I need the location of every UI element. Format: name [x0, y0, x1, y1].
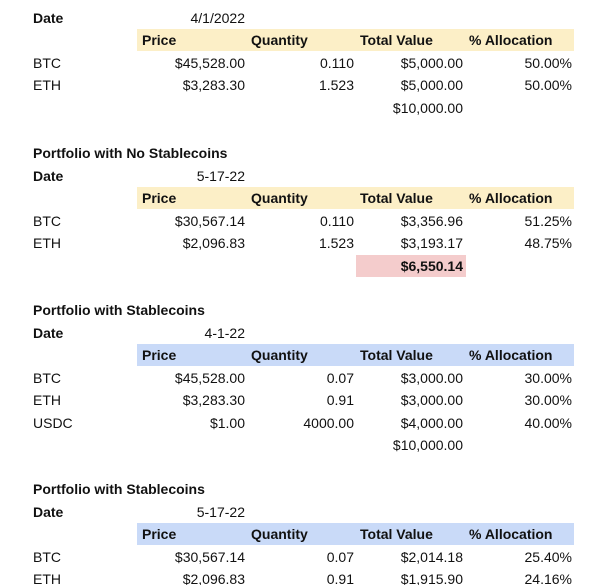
cell-value: 4000.00	[303, 414, 354, 431]
header-band	[137, 187, 574, 209]
cell-value: 0.07	[326, 548, 354, 565]
cell-value: 0.91	[326, 392, 354, 408]
column-header: Total Value	[360, 347, 433, 363]
date-value: 4/1/2022	[190, 9, 246, 26]
total-value: $6,550.14	[400, 257, 463, 274]
cell-value: $45,528.00	[174, 54, 245, 71]
cell-value: $5,000.00	[400, 54, 463, 71]
column-header: % Allocation	[469, 32, 553, 48]
column-header: % Allocation	[469, 526, 553, 542]
date-label: Date	[33, 167, 64, 184]
asset-label: USDC	[33, 414, 73, 431]
header-band	[137, 29, 574, 51]
cell-value: 1.523	[318, 235, 354, 251]
cell-value: $3,283.30	[182, 392, 245, 408]
section-title: Portfolio with No Stablecoins	[33, 0, 227, 5]
section-title: Portfolio with Stablecoins	[33, 481, 205, 497]
column-header: Total Value	[360, 190, 433, 206]
cell-value: $3,000.00	[400, 369, 463, 386]
cell-value: 30.00%	[524, 369, 572, 386]
cell-value: $3,000.00	[400, 392, 463, 408]
date-value: 5-17-22	[196, 503, 245, 520]
cell-value: $45,528.00	[174, 369, 245, 386]
column-header: Price	[142, 526, 177, 542]
asset-label: ETH	[33, 392, 61, 408]
header-band	[137, 523, 574, 545]
cell-value: $3,193.17	[400, 235, 463, 251]
cell-value: $2,096.83	[182, 571, 245, 585]
cell-value: 50.00%	[524, 54, 572, 71]
column-header: Price	[142, 347, 177, 363]
cell-value: 50.00%	[524, 77, 572, 93]
asset-label: BTC	[33, 212, 61, 229]
column-header: % Allocation	[469, 347, 553, 363]
column-header: Quantity	[251, 190, 308, 206]
cell-value: $2,096.83	[182, 235, 245, 251]
column-header: Price	[142, 32, 177, 48]
column-header: Price	[142, 190, 177, 206]
date-label: Date	[33, 324, 64, 341]
cell-value: 0.110	[320, 54, 354, 71]
header-band	[137, 344, 574, 366]
cell-value: $4,000.00	[400, 414, 463, 431]
cell-value: 25.40%	[524, 548, 572, 565]
date-label: Date	[33, 9, 64, 26]
cell-value: 0.07	[326, 369, 354, 386]
date-label: Date	[33, 503, 64, 520]
cell-value: $3,283.30	[182, 77, 245, 93]
column-header: % Allocation	[469, 190, 553, 206]
column-header: Total Value	[360, 526, 433, 542]
column-header: Total Value	[360, 32, 433, 48]
cell-value: 24.16%	[524, 571, 572, 585]
asset-label: ETH	[33, 235, 61, 251]
section-title: Portfolio with No Stablecoins	[33, 145, 228, 161]
total-value: $10,000.00	[392, 99, 463, 116]
cell-value: 0.91	[326, 571, 354, 585]
cell-value: 48.75%	[524, 235, 572, 251]
cell-value: $2,014.18	[400, 548, 463, 565]
column-header: Quantity	[251, 32, 308, 48]
cell-value: $5,000.00	[400, 77, 463, 93]
cell-value: 0.110	[320, 212, 354, 229]
column-header: Quantity	[251, 347, 308, 363]
date-value: 4-1-22	[204, 324, 245, 341]
asset-label: ETH	[33, 77, 61, 93]
column-header: Quantity	[251, 526, 308, 542]
date-value: 5-17-22	[196, 167, 245, 184]
cell-value: $1,915.90	[400, 571, 463, 585]
cell-value: $30,567.14	[174, 548, 245, 565]
cell-value: 30.00%	[524, 392, 572, 408]
asset-label: BTC	[33, 548, 61, 565]
cell-value: $1.00	[209, 414, 245, 431]
section-title: Portfolio with Stablecoins	[33, 302, 205, 318]
total-highlight	[356, 254, 466, 277]
cell-value: $30,567.14	[174, 212, 245, 229]
asset-label: BTC	[33, 369, 61, 386]
cell-value: 51.25%	[524, 212, 572, 229]
asset-label: ETH	[33, 571, 61, 585]
asset-label: BTC	[33, 54, 61, 71]
cell-value: $3,356.96	[400, 212, 463, 229]
total-value: $10,000.00	[392, 437, 463, 453]
cell-value: 1.523	[318, 77, 354, 93]
cell-value: 40.00%	[524, 414, 572, 431]
